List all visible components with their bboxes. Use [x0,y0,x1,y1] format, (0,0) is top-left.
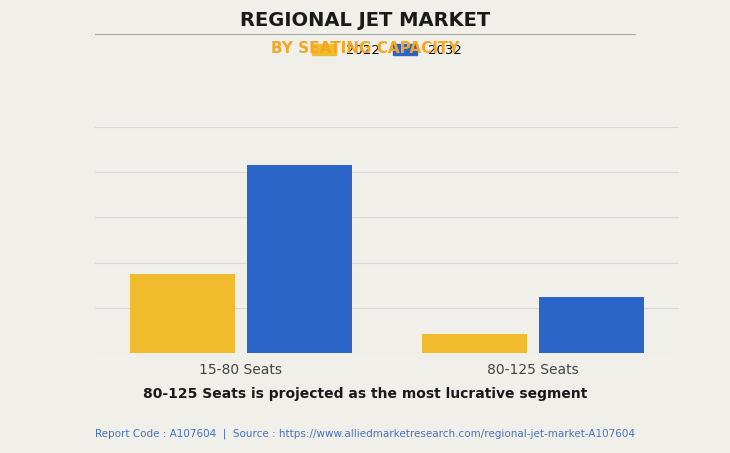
Bar [539,297,644,353]
Text: Report Code : A107604  |  Source : https://www.alliedmarketresearch.com/regional: Report Code : A107604 | Source : https:/… [95,428,635,439]
Legend: 2022, 2032: 2022, 2032 [307,39,467,62]
Bar [422,334,527,353]
Text: REGIONAL JET MARKET: REGIONAL JET MARKET [240,11,490,30]
Bar [130,274,235,353]
Bar [247,164,352,353]
Text: BY SEATING CAPACITY: BY SEATING CAPACITY [271,41,459,56]
Text: 80-125 Seats is projected as the most lucrative segment: 80-125 Seats is projected as the most lu… [143,387,587,401]
